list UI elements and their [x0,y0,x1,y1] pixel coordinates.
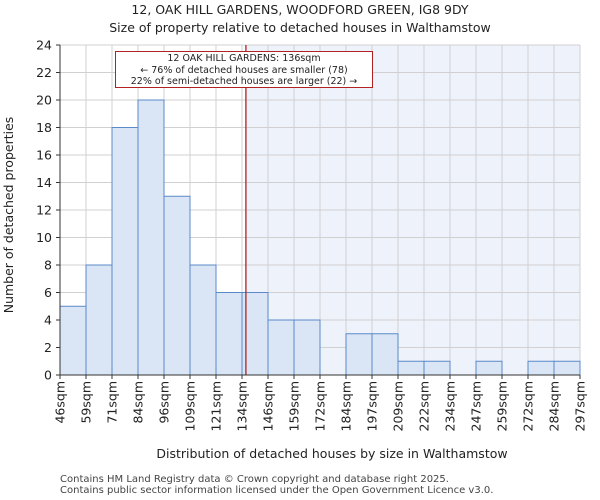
annotation-line-3: 22% of semi-detached houses are larger (… [130,76,358,87]
x-tick-label: 84sqm [131,381,146,424]
y-tick-label: 16 [36,148,52,163]
y-tick-label: 8 [44,258,52,273]
x-tick-label: 146sqm [261,381,276,431]
y-tick-label: 18 [36,120,52,135]
histogram-bar [215,292,243,376]
x-tick-label: 247sqm [469,381,484,431]
y-tick-label: 12 [36,203,52,218]
histogram-bar [527,360,555,376]
y-tick-label: 22 [36,65,52,80]
property-annotation: 12 OAK HILL GARDENS: 136sqm ← 76% of det… [115,51,373,88]
x-tick-label: 284sqm [547,381,562,431]
chart-title: 12, OAK HILL GARDENS, WOODFORD GREEN, IG… [131,2,469,17]
x-tick-label: 71sqm [105,381,120,424]
x-tick-label: 121sqm [209,381,224,431]
annotation-line-1: 12 OAK HILL GARDENS: 136sqm [167,53,321,64]
y-tick-label: 20 [36,93,52,108]
histogram-bar [189,264,217,376]
x-tick-label: 172sqm [313,381,328,431]
y-tick-label: 0 [44,368,52,383]
y-tick-label: 2 [44,340,52,355]
histogram-bar [293,319,321,376]
histogram-bar [111,127,139,376]
footer-licence: Contains public sector information licen… [60,485,494,496]
y-tick-label: 24 [36,38,52,53]
chart-subtitle: Size of property relative to detached ho… [109,20,491,35]
histogram-bar [85,264,113,376]
x-tick-label: 259sqm [495,381,510,431]
y-axis-label: Number of detached properties [1,117,16,314]
x-tick-label: 96sqm [157,381,172,424]
footer-copyright: Contains HM Land Registry data © Crown c… [60,474,449,485]
x-tick-label: 109sqm [183,381,198,431]
x-tick-label: 134sqm [235,381,250,431]
x-tick-label: 197sqm [365,381,380,431]
histogram-bar [267,319,295,376]
y-tick-label: 14 [36,175,52,190]
histogram-bar [475,360,503,376]
histogram-bar [371,333,399,376]
x-tick-label: 297sqm [573,381,588,431]
histogram-bar [137,99,165,376]
y-tick-label: 6 [44,285,52,300]
x-tick-label: 234sqm [443,381,458,431]
y-tick-label: 10 [36,230,52,245]
x-tick-label: 59sqm [79,381,94,424]
x-tick-label: 184sqm [339,381,354,431]
x-tick-label: 159sqm [287,381,302,431]
x-tick-label: 222sqm [417,381,432,431]
histogram-bar [163,195,191,376]
y-tick-label: 4 [44,313,52,328]
histogram-bar [423,360,451,376]
annotation-line-2: ← 76% of detached houses are smaller (78… [140,64,348,76]
histogram-bar [553,360,581,376]
x-tick-label: 46sqm [53,381,68,424]
x-tick-label: 272sqm [521,381,536,431]
histogram-bar [397,360,425,376]
x-axis-label: Distribution of detached houses by size … [156,446,507,461]
histogram-bar [345,333,373,376]
x-tick-label: 209sqm [391,381,406,431]
histogram-bar [59,305,87,376]
